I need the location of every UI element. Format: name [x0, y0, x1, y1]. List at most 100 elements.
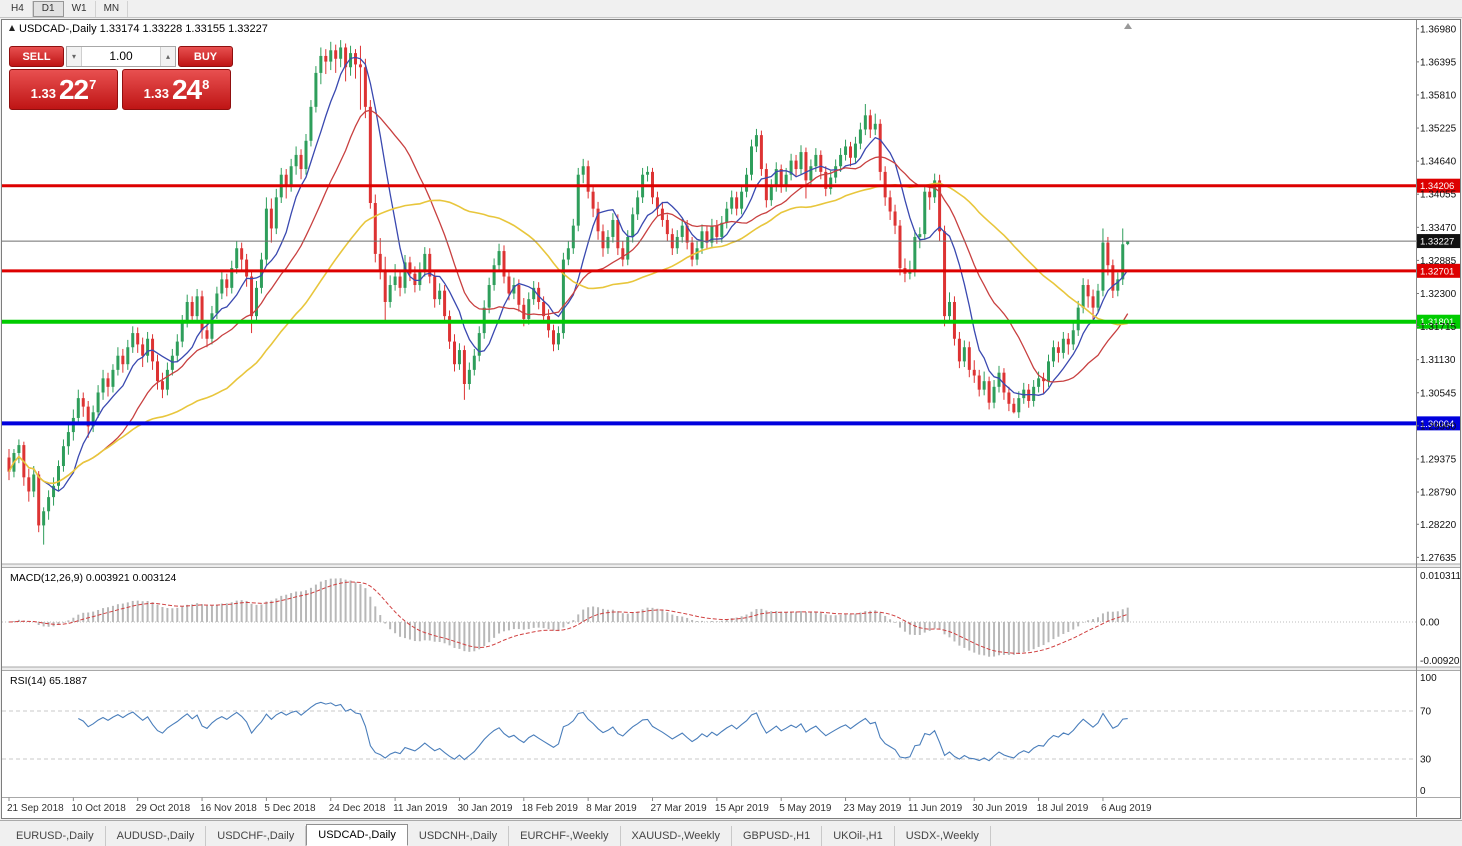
svg-text:6 Aug 2019: 6 Aug 2019: [1101, 803, 1152, 814]
horizontal-lines: 1.34206 1.32701 1.31801 1.30004 1.33227: [2, 178, 1460, 431]
svg-text:1.33227: 1.33227: [1420, 237, 1454, 248]
volume-down-button[interactable]: ▾: [67, 47, 82, 66]
ask-price-big: 24: [171, 73, 202, 105]
rsi-header: RSI(14) 65.1887: [10, 675, 87, 687]
time-axis[interactable]: 21 Sep 2018 10 Oct 2018 29 Oct 2018 16 Nov …: [2, 797, 1460, 815]
svg-text:1.34206: 1.34206: [1420, 181, 1454, 192]
svg-text:10 Oct 2018: 10 Oct 2018: [71, 803, 126, 814]
tab-xauusd[interactable]: XAUUSD-,Weekly: [621, 826, 732, 846]
ma-45-line: [8, 182, 1128, 485]
svg-text:5 May 2019: 5 May 2019: [779, 803, 832, 814]
rsi-panel: 100 70 30 0 RSI(14) 65.1887: [2, 673, 1437, 797]
svg-text:1.29375: 1.29375: [1420, 454, 1457, 465]
svg-text:1.33470: 1.33470: [1420, 223, 1457, 234]
svg-text:-0.009203: -0.009203: [1420, 656, 1460, 667]
svg-text:1.32701: 1.32701: [1420, 266, 1454, 277]
tab-usdx[interactable]: USDX-,Weekly: [895, 826, 991, 846]
svg-text:1.28790: 1.28790: [1420, 488, 1457, 499]
svg-text:0: 0: [1420, 786, 1426, 797]
tab-usdchf[interactable]: USDCHF-,Daily: [206, 826, 307, 846]
svg-text:1.35810: 1.35810: [1420, 90, 1457, 101]
svg-text:30 Jan 2019: 30 Jan 2019: [457, 803, 512, 814]
rsi-line: [78, 701, 1128, 762]
svg-text:11 Jun 2019: 11 Jun 2019: [908, 803, 963, 814]
svg-text:1.34640: 1.34640: [1420, 157, 1457, 168]
bid-price-pipette: 7: [89, 77, 97, 92]
svg-text:24 Dec 2018: 24 Dec 2018: [329, 803, 386, 814]
svg-text:18 Jul 2019: 18 Jul 2019: [1037, 803, 1089, 814]
buy-button[interactable]: BUY: [178, 46, 233, 67]
ohlc-readout: USDCAD-,Daily 1.33174 1.33228 1.33155 1.…: [19, 23, 268, 35]
ma-20-line: [8, 109, 1129, 484]
tab-usdcad[interactable]: USDCAD-,Daily: [306, 824, 408, 846]
chart-shift-marker-icon: [1124, 23, 1132, 29]
svg-text:5 Dec 2018: 5 Dec 2018: [264, 803, 316, 814]
moving-averages: [8, 56, 1129, 492]
macd-signal-line: [8, 581, 1128, 654]
price-chart-canvas[interactable]: 1.342061.327011.318011.300041.332270.010…: [2, 20, 1460, 818]
svg-text:1.29960: 1.29960: [1420, 421, 1457, 432]
svg-text:1.31715: 1.31715: [1420, 322, 1457, 333]
volume-stepper[interactable]: ▾ 1.00 ▴: [66, 46, 176, 67]
volume-input[interactable]: 1.00: [109, 49, 133, 63]
bid-price-small: 1.33: [30, 86, 56, 101]
svg-text:30: 30: [1420, 755, 1432, 766]
svg-text:70: 70: [1420, 707, 1432, 718]
svg-text:29 Oct 2018: 29 Oct 2018: [136, 803, 191, 814]
svg-text:1.27635: 1.27635: [1420, 553, 1457, 564]
sell-button[interactable]: SELL: [9, 46, 64, 67]
candlesticks: [7, 40, 1130, 545]
svg-text:1.34055: 1.34055: [1420, 190, 1457, 201]
svg-text:1.31130: 1.31130: [1420, 355, 1456, 366]
svg-text:16 Nov 2018: 16 Nov 2018: [200, 803, 257, 814]
ma-8-line: [8, 56, 1129, 492]
svg-text:0.010311: 0.010311: [1420, 571, 1460, 582]
tab-gbpusd[interactable]: GBPUSD-,H1: [732, 826, 823, 846]
svg-text:1.31801: 1.31801: [1420, 317, 1454, 328]
svg-text:8 Mar 2019: 8 Mar 2019: [586, 803, 637, 814]
tab-ukoil[interactable]: UKOil-,H1: [822, 826, 895, 846]
bid-price-display[interactable]: 1.33 22 7: [9, 69, 118, 110]
symbol-marker-icon: [9, 25, 15, 31]
timeframe-button-h4[interactable]: H4: [3, 0, 33, 17]
tab-usdcnh[interactable]: USDCNH-,Daily: [408, 826, 510, 846]
timeframe-toolbar: H4 D1 W1 MN: [0, 0, 1462, 18]
tab-eurchf[interactable]: EURCHF-,Weekly: [509, 826, 621, 846]
svg-text:1.30004: 1.30004: [1420, 419, 1454, 430]
svg-text:100: 100: [1420, 673, 1437, 684]
svg-text:27 Mar 2019: 27 Mar 2019: [651, 803, 708, 814]
volume-up-button[interactable]: ▴: [160, 47, 175, 66]
symbol-tabbar: EURUSD-,Daily AUDUSD-,Daily USDCHF-,Daily U…: [0, 820, 1462, 846]
ask-price-display[interactable]: 1.33 24 8: [122, 69, 231, 110]
svg-text:0.00: 0.00: [1420, 617, 1440, 628]
svg-text:18 Feb 2019: 18 Feb 2019: [522, 803, 579, 814]
macd-header: MACD(12,26,9) 0.003921 0.003124: [10, 572, 177, 584]
panel-dividers: [2, 563, 1460, 671]
svg-text:1.36980: 1.36980: [1420, 24, 1457, 35]
ask-price-pipette: 8: [202, 77, 210, 92]
bid-price-big: 22: [58, 73, 89, 105]
tab-eurusd[interactable]: EURUSD-,Daily: [5, 826, 106, 846]
tab-audusd[interactable]: AUDUSD-,Daily: [106, 826, 207, 846]
svg-text:1.30545: 1.30545: [1420, 388, 1457, 399]
chart-header: USDCAD-,Daily 1.33174 1.33228 1.33155 1.…: [9, 23, 1132, 35]
timeframe-button-d1[interactable]: D1: [32, 0, 64, 17]
svg-text:1.35225: 1.35225: [1420, 124, 1457, 135]
current-price-badge: [1417, 234, 1460, 249]
one-click-trade-panel: SELL ▾ 1.00 ▴ BUY 1.33 22 7 1.33 24 8: [9, 46, 233, 110]
timeframe-button-mn[interactable]: MN: [96, 0, 129, 17]
timeframe-button-w1[interactable]: W1: [64, 0, 96, 17]
svg-text:1.36395: 1.36395: [1420, 57, 1457, 68]
svg-text:11 Jan 2019: 11 Jan 2019: [393, 803, 448, 814]
svg-text:15 Apr 2019: 15 Apr 2019: [715, 803, 769, 814]
svg-text:30 Jun 2019: 30 Jun 2019: [972, 803, 1027, 814]
price-axis[interactable]: 1.36980 1.36395 1.35810 1.35225 1.34640 1.340…: [1416, 20, 1457, 817]
svg-text:21 Sep 2018: 21 Sep 2018: [7, 803, 64, 814]
svg-text:1.32885: 1.32885: [1420, 256, 1457, 267]
svg-text:1.32300: 1.32300: [1420, 289, 1457, 300]
svg-text:1.28220: 1.28220: [1420, 520, 1457, 531]
ask-price-small: 1.33: [143, 86, 169, 101]
macd-panel: 0.010311 0.00 -0.009203 MACD(12,26,9) 0.003…: [2, 571, 1460, 667]
svg-text:23 May 2019: 23 May 2019: [844, 803, 902, 814]
